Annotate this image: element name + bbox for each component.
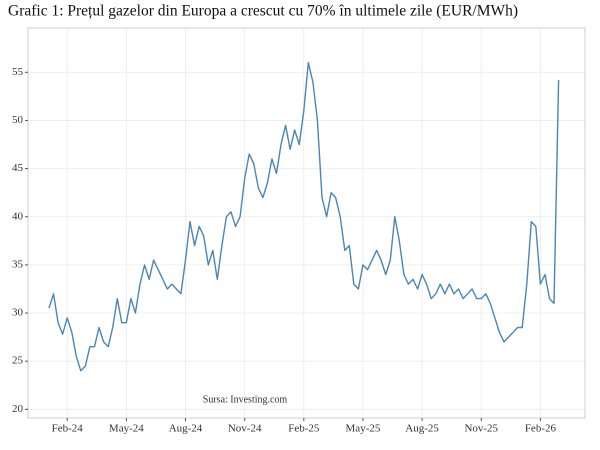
y-tick-label: 20	[12, 403, 24, 415]
x-tick-label: Nov-25	[464, 423, 498, 435]
x-tick-label: Nov-24	[228, 423, 262, 435]
y-tick-label: 50	[12, 114, 24, 126]
x-tick-label: May-25	[346, 423, 381, 435]
y-tick-label: 25	[12, 355, 24, 367]
x-tick-label: Feb-26	[525, 423, 557, 435]
source-note: Sursa: Investing.com	[203, 394, 288, 405]
y-tick-label: 45	[12, 162, 24, 174]
y-tick-label: 35	[12, 258, 24, 270]
x-tick-label: May-24	[109, 423, 144, 435]
x-tick-label: Feb-25	[288, 423, 320, 435]
y-tick-label: 55	[12, 66, 24, 78]
y-tick-label: 40	[12, 210, 24, 222]
price-line	[48, 62, 560, 372]
x-tick-label: Feb-24	[52, 423, 84, 435]
x-tick-label: Aug-24	[169, 423, 203, 435]
plot-frame	[27, 27, 586, 419]
chart-title: Grafic 1: Prețul gazelor din Europa a cr…	[8, 3, 518, 20]
y-tick-label: 30	[12, 307, 24, 319]
x-tick-label: Aug-25	[405, 423, 439, 435]
